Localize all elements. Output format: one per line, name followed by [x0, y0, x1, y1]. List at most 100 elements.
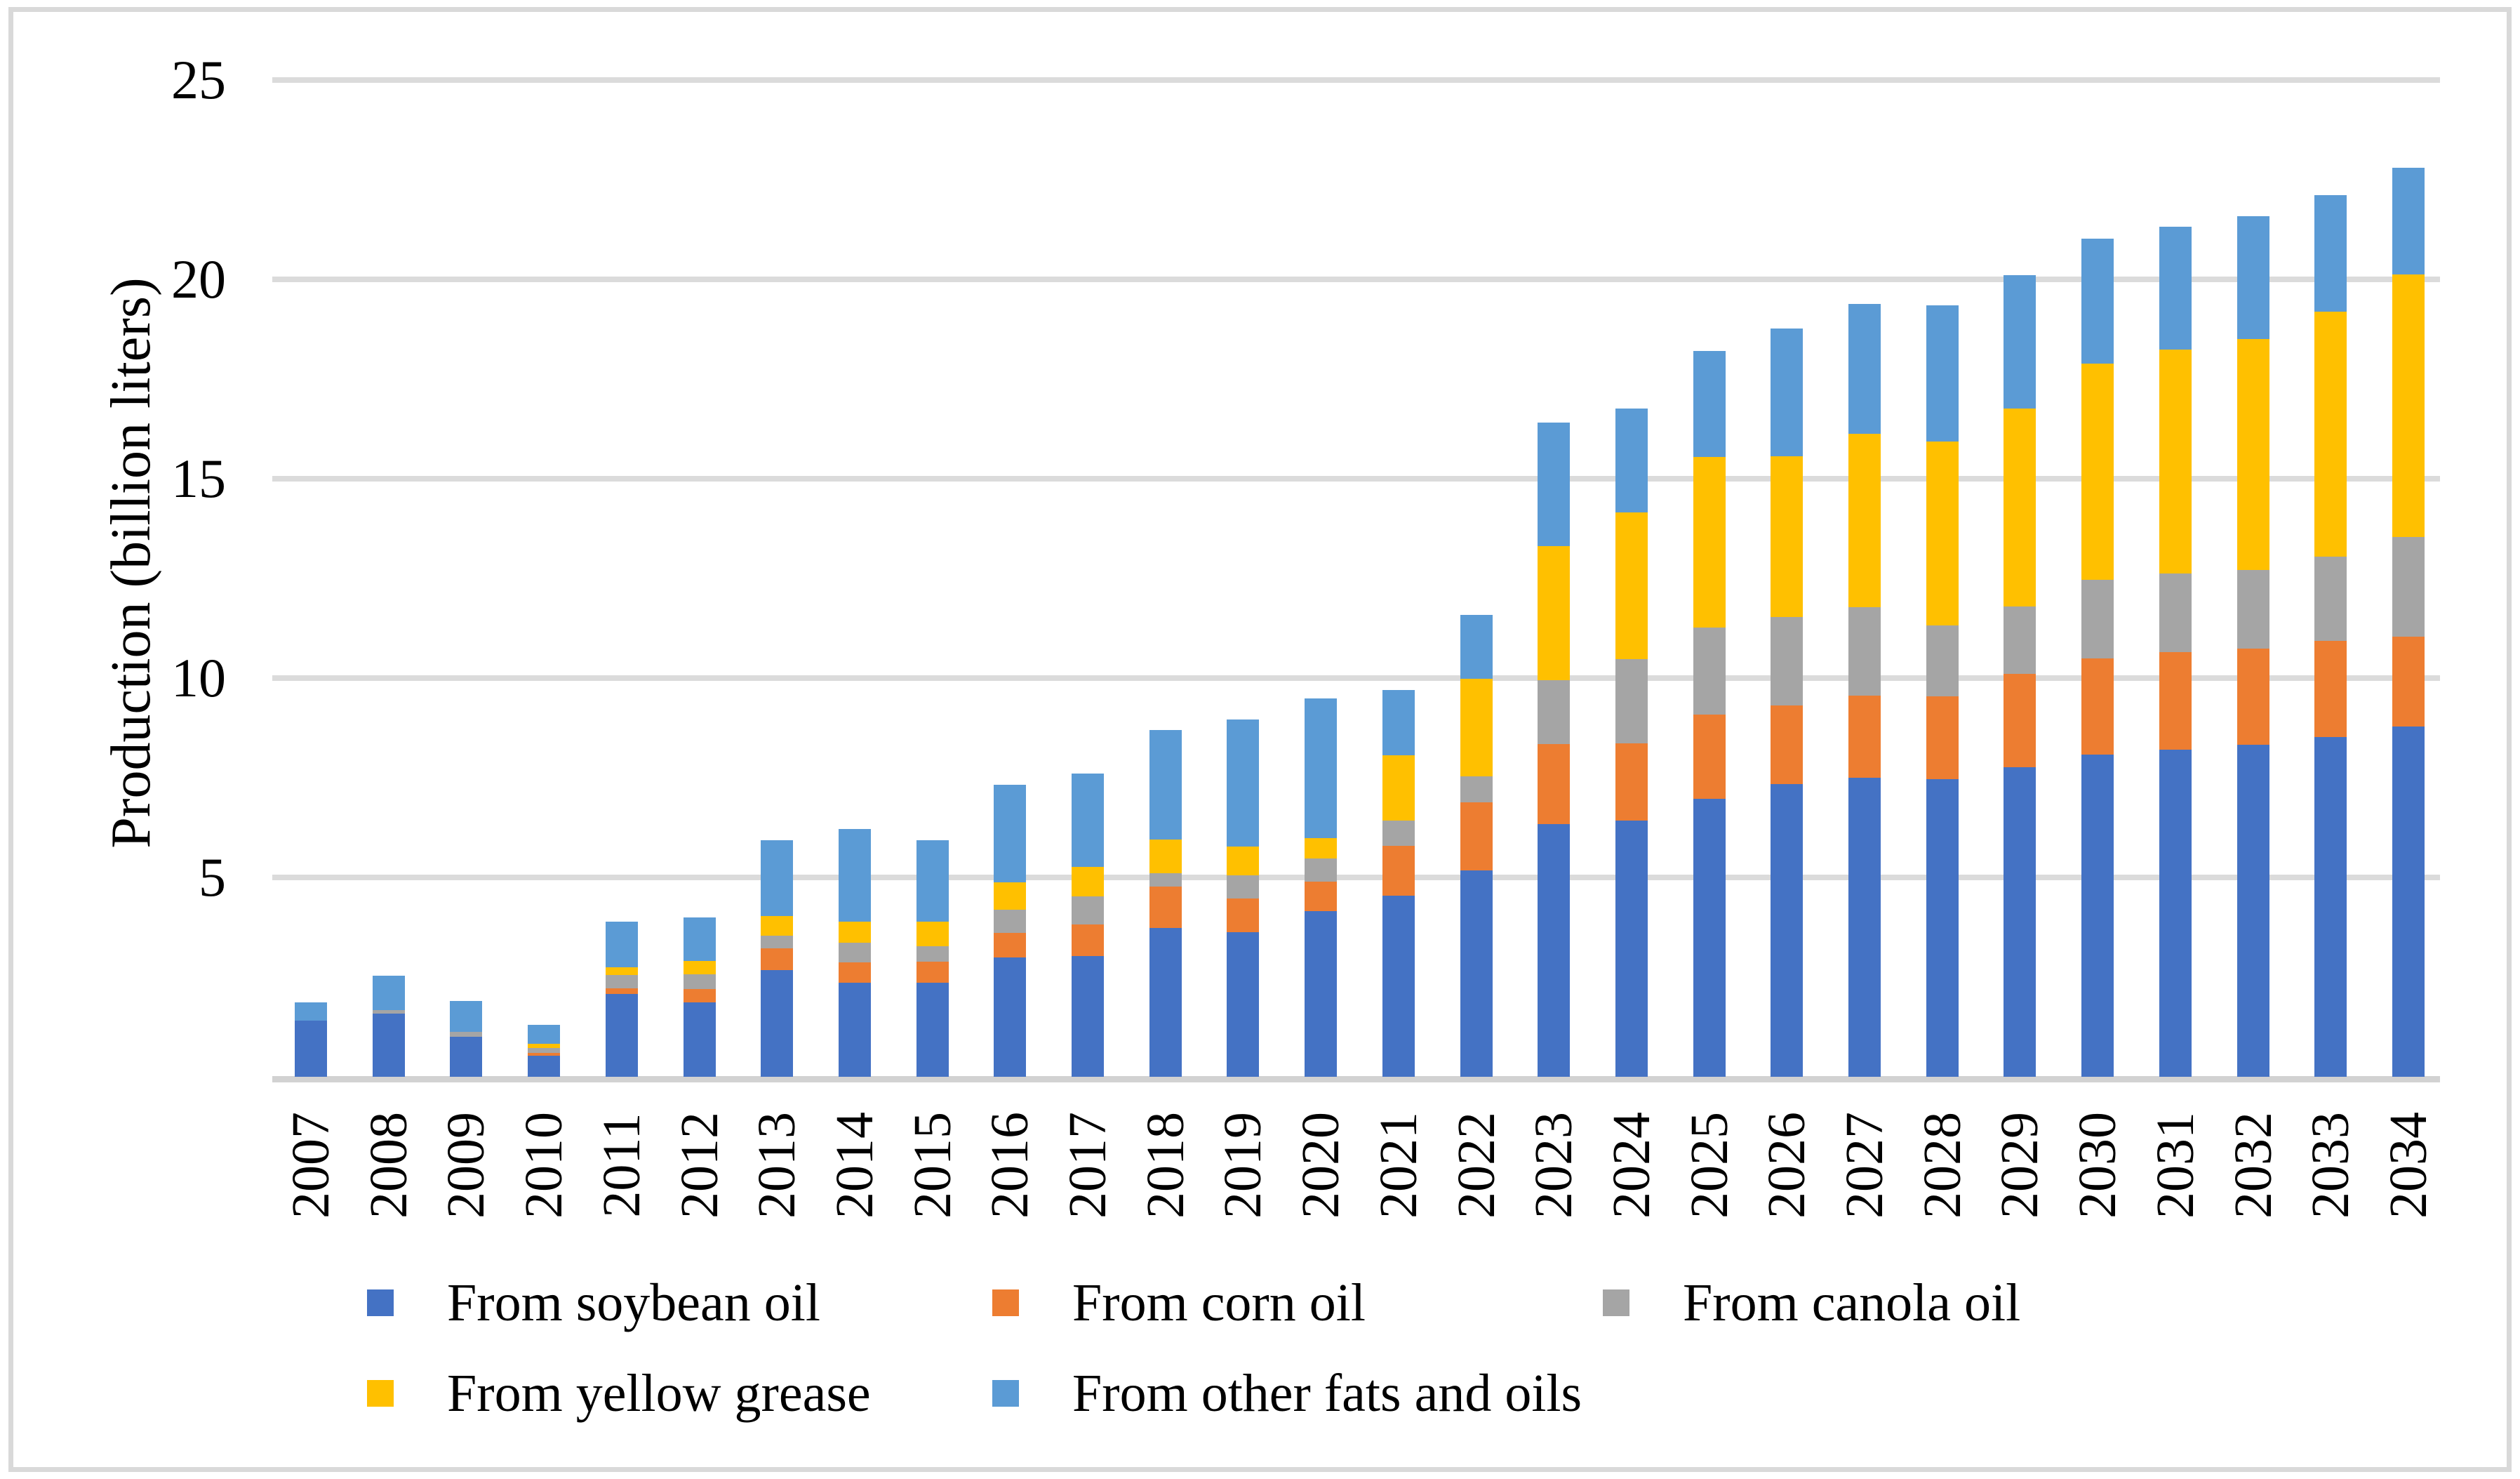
bar-2031	[2159, 227, 2192, 1077]
segment-2017-from-soybean-oil	[1072, 956, 1104, 1077]
bar-2025	[1693, 351, 1726, 1077]
legend-swatch-from-canola-oil	[1603, 1289, 1629, 1316]
segment-2034-from-yellow-grease	[2392, 274, 2425, 537]
segment-2022-from-canola-oil	[1460, 776, 1493, 802]
legend-entry-from-soybean-oil: From soybean oil	[367, 1276, 820, 1329]
segment-2034-from-soybean-oil	[2392, 727, 2425, 1077]
legend-label: From other fats and oils	[1072, 1364, 1582, 1423]
segment-2027-from-soybean-oil	[1848, 778, 1881, 1077]
segment-2011-from-corn-oil	[606, 988, 638, 994]
x-axis-label-2017: 2017	[1058, 1112, 1117, 1219]
segment-2025-from-canola-oil	[1693, 628, 1726, 715]
segment-2026-from-corn-oil	[1771, 705, 1803, 784]
segment-2022-from-other-fats-and-oils	[1460, 615, 1493, 679]
legend-entry-from-other-fats-and-oils: From other fats and oils	[992, 1367, 1582, 1420]
x-axis-label-2022: 2022	[1447, 1112, 1506, 1219]
segment-2027-from-corn-oil	[1848, 696, 1881, 778]
segment-2023-from-canola-oil	[1538, 680, 1570, 744]
bar-2016	[994, 785, 1026, 1077]
bar-2017	[1072, 774, 1104, 1077]
segment-2019-from-other-fats-and-oils	[1227, 719, 1259, 847]
segment-2028-from-soybean-oil	[1926, 779, 1959, 1077]
segment-2020-from-yellow-grease	[1305, 838, 1337, 858]
gridline-20	[272, 277, 2440, 282]
segment-2016-from-yellow-grease	[994, 882, 1026, 910]
figure-border	[8, 7, 2512, 1472]
legend-entry-from-corn-oil: From corn oil	[992, 1276, 1366, 1329]
segment-2026-from-yellow-grease	[1771, 456, 1803, 617]
segment-2015-from-corn-oil	[916, 962, 949, 983]
x-axis-label-2032: 2032	[2224, 1112, 2283, 1219]
legend-label: From canola oil	[1683, 1273, 2021, 1332]
segment-2033-from-other-fats-and-oils	[2314, 195, 2347, 312]
segment-2010-from-corn-oil	[528, 1053, 560, 1056]
segment-2016-from-canola-oil	[994, 910, 1026, 933]
x-axis-label-2023: 2023	[1524, 1112, 1583, 1219]
x-axis-label-2010: 2010	[514, 1112, 573, 1219]
segment-2030-from-corn-oil	[2081, 658, 2114, 755]
segment-2008-from-canola-oil	[373, 1010, 405, 1014]
x-axis-label-2025: 2025	[1680, 1112, 1739, 1219]
segment-2020-from-corn-oil	[1305, 882, 1337, 911]
segment-2014-from-yellow-grease	[839, 922, 871, 943]
segment-2020-from-other-fats-and-oils	[1305, 698, 1337, 838]
segment-2016-from-other-fats-and-oils	[994, 785, 1026, 882]
segment-2032-from-yellow-grease	[2237, 339, 2269, 570]
segment-2023-from-corn-oil	[1538, 744, 1570, 824]
segment-2015-from-canola-oil	[916, 946, 949, 962]
segment-2025-from-corn-oil	[1693, 715, 1726, 799]
segment-2024-from-yellow-grease	[1615, 512, 1648, 659]
segment-2026-from-soybean-oil	[1771, 784, 1803, 1077]
bar-2008	[373, 976, 405, 1077]
y-tick-label-20: 20	[171, 248, 226, 310]
x-axis-label-2013: 2013	[747, 1112, 806, 1219]
segment-2012-from-soybean-oil	[684, 1002, 716, 1077]
segment-2010-from-soybean-oil	[528, 1056, 560, 1077]
segment-2019-from-corn-oil	[1227, 898, 1259, 932]
segment-2032-from-soybean-oil	[2237, 745, 2269, 1077]
y-tick-label-10: 10	[171, 647, 226, 708]
segment-2025-from-soybean-oil	[1693, 799, 1726, 1077]
segment-2011-from-other-fats-and-oils	[606, 922, 638, 967]
segment-2028-from-yellow-grease	[1926, 442, 1959, 625]
segment-2030-from-canola-oil	[2081, 580, 2114, 658]
x-axis-label-2008: 2008	[359, 1112, 418, 1219]
bar-2027	[1848, 304, 1881, 1077]
y-axis-title: Production (billion liters)	[100, 277, 162, 849]
gridline-15	[272, 476, 2440, 482]
segment-2029-from-other-fats-and-oils	[2004, 275, 2036, 409]
segment-2031-from-other-fats-and-oils	[2159, 227, 2192, 350]
x-axis-label-2016: 2016	[980, 1112, 1039, 1219]
x-axis-label-2028: 2028	[1913, 1112, 1972, 1219]
segment-2032-from-corn-oil	[2237, 649, 2269, 745]
x-axis-label-2024: 2024	[1602, 1112, 1661, 1219]
x-axis-label-2009: 2009	[436, 1112, 495, 1219]
x-axis-label-2034: 2034	[2379, 1112, 2438, 1219]
segment-2016-from-corn-oil	[994, 933, 1026, 957]
segment-2026-from-canola-oil	[1771, 617, 1803, 705]
segment-2010-from-other-fats-and-oils	[528, 1025, 560, 1044]
segment-2018-from-canola-oil	[1149, 873, 1182, 887]
segment-2017-from-corn-oil	[1072, 924, 1104, 956]
segment-2018-from-other-fats-and-oils	[1149, 730, 1182, 840]
segment-2013-from-soybean-oil	[761, 970, 793, 1077]
segment-2013-from-corn-oil	[761, 948, 793, 970]
bar-2009	[450, 1001, 482, 1077]
segment-2017-from-other-fats-and-oils	[1072, 774, 1104, 867]
legend-label: From yellow grease	[447, 1364, 871, 1423]
legend-swatch-from-yellow-grease	[367, 1380, 394, 1407]
segment-2011-from-yellow-grease	[606, 967, 638, 975]
segment-2023-from-yellow-grease	[1538, 546, 1570, 680]
segment-2033-from-canola-oil	[2314, 557, 2347, 641]
legend-label: From soybean oil	[447, 1273, 820, 1332]
segment-2024-from-other-fats-and-oils	[1615, 409, 1648, 512]
segment-2033-from-yellow-grease	[2314, 312, 2347, 557]
segment-2029-from-soybean-oil	[2004, 767, 2036, 1077]
segment-2029-from-canola-oil	[2004, 606, 2036, 674]
bar-2010	[528, 1025, 560, 1077]
legend-swatch-from-soybean-oil	[367, 1289, 394, 1316]
segment-2027-from-other-fats-and-oils	[1848, 304, 1881, 434]
legend-swatch-from-other-fats-and-oils	[992, 1380, 1019, 1407]
gridline-10	[272, 675, 2440, 681]
x-axis-label-2033: 2033	[2301, 1112, 2360, 1219]
